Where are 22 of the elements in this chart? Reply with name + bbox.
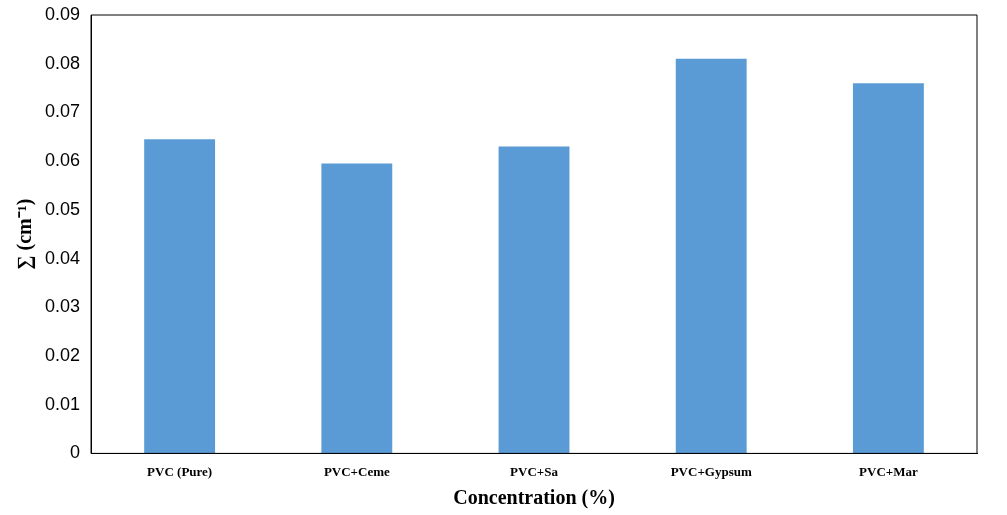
y-tick-label: 0: [70, 442, 81, 463]
bar: [144, 139, 216, 454]
y-tick-label: 0.03: [44, 296, 81, 317]
y-tick-label: 0.04: [44, 247, 81, 268]
y-tick-label: 0.09: [44, 3, 81, 24]
y-tick-label: 0.02: [44, 344, 81, 365]
y-tick-label: 0.05: [44, 198, 81, 219]
x-tick-label: PVC+Ceme: [323, 463, 390, 479]
y-tick-label: 0.06: [44, 150, 81, 171]
bar: [498, 146, 570, 454]
bar: [852, 83, 924, 454]
x-tick-label: PVC+Mar: [859, 463, 918, 479]
x-axis-title: Concentration (%): [453, 486, 615, 510]
y-tick-label: 0.07: [44, 101, 81, 122]
x-tick-label: PVC (Pure): [147, 463, 213, 479]
x-tick-label: PVC+Sa: [510, 463, 559, 479]
bar: [675, 58, 747, 454]
y-tick-label: 0.01: [44, 393, 81, 414]
y-tick-label: 0.08: [44, 52, 81, 73]
y-axis-title: ∑ (cm⁻¹): [13, 198, 37, 270]
bar: [321, 163, 393, 454]
x-tick-label: PVC+Gypsum: [670, 463, 752, 479]
